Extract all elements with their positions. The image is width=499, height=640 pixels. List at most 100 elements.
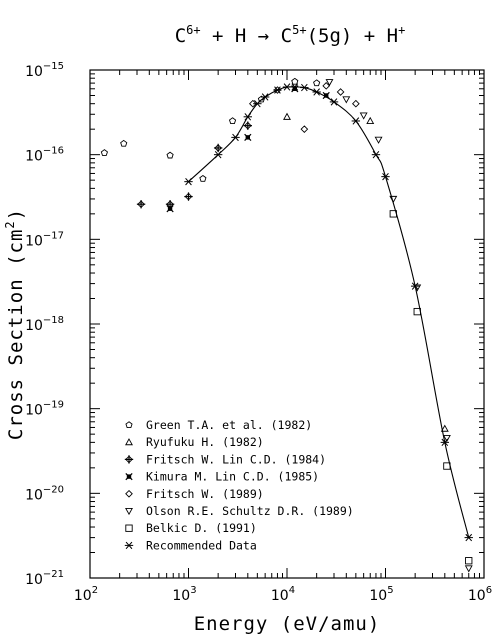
data-point-diamond-cross	[243, 121, 253, 130]
data-point-asterisk	[243, 113, 253, 121]
legend-item: Kimura M. Lin C.D. (1985)	[125, 470, 319, 484]
legend-label: Fritsch W. Lin C.D. (1984)	[146, 452, 326, 466]
title-superscript: +	[398, 23, 405, 37]
y-tick-label: 10−16	[25, 146, 64, 165]
data-point-diamond-cross	[184, 192, 193, 201]
data-point-asterisk	[231, 133, 240, 142]
data-point-triangle-down	[325, 79, 334, 87]
legend-item: Recommended Data	[124, 538, 257, 552]
data-point-triangle	[283, 112, 291, 120]
data-point-pentagon	[120, 139, 128, 147]
data-point-asterisk	[260, 93, 270, 101]
title-superscript: 5+	[292, 23, 306, 37]
legend-marker-diamond-cross	[124, 455, 134, 464]
legend-marker-asterisk	[124, 541, 134, 550]
legend-item: Fritsch W. (1989)	[125, 487, 264, 501]
x-axis: 102 103 104 105 106	[74, 70, 492, 604]
data-point-asterisk	[351, 117, 361, 125]
data-point-asterisk	[213, 150, 223, 159]
data-point-square	[465, 557, 473, 565]
data-point-triangle-down	[359, 112, 368, 120]
data-point-asterisk	[253, 100, 262, 108]
data-point-asterisk	[290, 83, 299, 91]
legend-label: Green T.A. et al. (1982)	[146, 418, 312, 432]
data-point-asterisk	[464, 533, 473, 542]
y-axis-label: Cross Section (cm2)	[3, 208, 27, 440]
title-part: + H → C	[201, 25, 293, 47]
title-part: (5g) + H	[307, 25, 399, 47]
y-tick-label: 10−15	[25, 61, 64, 80]
data-point-pentagon	[228, 117, 237, 125]
x-tick-label: 102	[74, 585, 98, 604]
data-point-asterisk	[184, 177, 193, 186]
data-point-pentagon	[199, 174, 207, 182]
data-point-pentagon	[313, 79, 321, 87]
data-point-pentagon	[291, 77, 299, 85]
y-tick-label: 10−17	[25, 230, 64, 249]
legend: Green T.A. et al. (1982) Ryufuku H. (1982…	[124, 418, 354, 552]
y-tick-label: 10−21	[25, 569, 64, 588]
x-tick-label: 104	[271, 585, 295, 604]
data-point-asterisk	[312, 88, 321, 96]
legend-item: Olson R.E. Schultz D.R. (1989)	[125, 504, 354, 518]
data-point-asterisk	[300, 83, 309, 92]
data-point-diamond	[352, 99, 360, 108]
legend-marker-square	[125, 524, 133, 532]
data-point-triangle-down	[374, 136, 383, 144]
data-point-square	[413, 307, 421, 316]
data-point-asterisk	[440, 438, 450, 447]
legend-label: Kimura M. Lin C.D. (1985)	[146, 470, 319, 484]
chart-title: C6+​ + H → C5+​(5g) + H+​	[175, 23, 406, 47]
legend-item: Fritsch W. Lin C.D. (1984)	[124, 452, 326, 466]
x-tick-label: 105	[369, 585, 393, 604]
data-point-asterisk	[273, 86, 282, 94]
legend-item: Belkic D. (1991)	[125, 521, 257, 535]
data-point-triangle	[366, 116, 375, 124]
data-point-asterisk	[410, 282, 420, 290]
plot-frame	[89, 69, 485, 579]
data-point-triangle-down	[442, 435, 451, 443]
title-superscript: 6+	[186, 23, 200, 37]
data-point-diamond-cross	[136, 199, 146, 209]
data-point-square	[389, 210, 397, 218]
legend-item: Green T.A. et al. (1982)	[125, 418, 312, 432]
data-point-x-filled	[244, 133, 252, 142]
y-axis-label-text: Cross Section (cm2)	[3, 208, 27, 440]
x-axis-label: Energy (eV/amu)	[194, 613, 381, 635]
legend-item: Ryufuku H. (1982)	[125, 435, 264, 449]
data-point-triangle-down	[389, 195, 398, 204]
y-tick-label: 10−19	[25, 400, 64, 419]
data-point-triangle-down	[413, 284, 422, 292]
data-point-asterisk	[371, 150, 381, 159]
data-point-triangle	[440, 424, 449, 432]
data-point-asterisk	[329, 98, 339, 106]
legend-label: Recommended Data	[146, 538, 257, 552]
data-point-diamond	[273, 86, 282, 94]
data-points	[100, 77, 473, 573]
legend-marker-pentagon	[125, 421, 133, 429]
data-point-square	[443, 462, 451, 470]
data-point-pentagon	[166, 151, 174, 159]
data-point-asterisk	[282, 83, 292, 91]
data-point-pentagon	[100, 149, 108, 156]
data-point-asterisk	[381, 172, 390, 181]
title-text: C6+​ + H → C5+​(5g) + H+​	[175, 23, 406, 47]
data-point-diamond-cross	[213, 143, 223, 153]
y-axis: 10−15 10−16 10−17 10−18 10−19 10−20 10−21	[25, 61, 484, 588]
x-tick-label: 103	[172, 585, 196, 604]
legend-label: Belkic D. (1991)	[146, 521, 257, 535]
data-point-diamond	[336, 88, 345, 96]
legend-label: Olson R.E. Schultz D.R. (1989)	[146, 504, 354, 518]
data-point-x-filled	[166, 205, 174, 213]
data-point-diamond	[249, 99, 257, 108]
y-tick-label: 10−18	[25, 315, 64, 334]
legend-marker-triangle	[125, 438, 133, 446]
legend-label: Ryufuku H. (1982)	[146, 435, 264, 449]
data-point-triangle-down	[342, 96, 351, 104]
data-point-triangle-down	[464, 565, 473, 573]
title-part: C	[175, 25, 186, 47]
legend-label: Fritsch W. (1989)	[146, 487, 264, 501]
y-tick-label: 10−20	[25, 484, 64, 503]
x-tick-label: 106	[468, 585, 492, 604]
